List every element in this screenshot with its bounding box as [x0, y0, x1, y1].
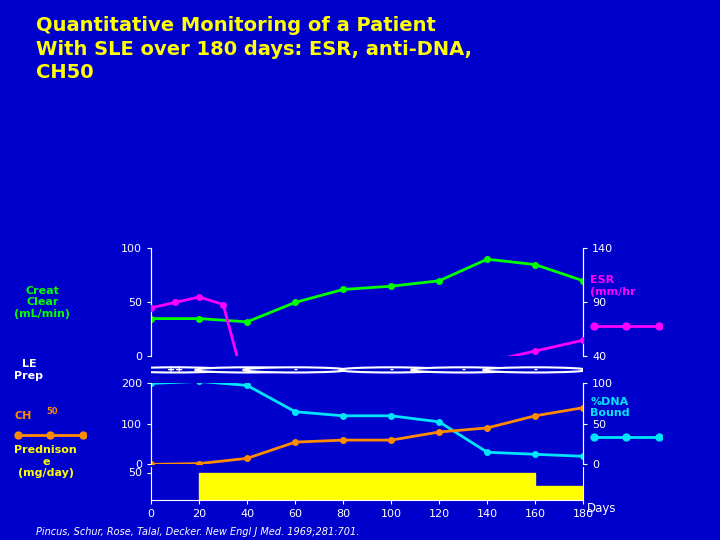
Circle shape: [243, 367, 347, 373]
Text: %DNA
Bound: %DNA Bound: [590, 397, 630, 418]
Text: LE
Prep: LE Prep: [14, 359, 43, 381]
Text: CH: CH: [14, 411, 32, 421]
Text: Creat
Clear
(mL/min): Creat Clear (mL/min): [14, 286, 71, 319]
Bar: [535, 486, 583, 500]
Text: -: -: [534, 365, 537, 375]
Circle shape: [339, 367, 443, 373]
Bar: [199, 472, 223, 500]
Circle shape: [411, 367, 515, 373]
Text: Prednison
e
(mg/day): Prednison e (mg/day): [14, 445, 77, 478]
Text: ++: ++: [167, 365, 184, 375]
Text: -: -: [246, 365, 249, 375]
Text: Days: Days: [587, 502, 616, 515]
Circle shape: [195, 367, 299, 373]
Text: -: -: [293, 365, 297, 375]
Circle shape: [123, 367, 227, 373]
Text: Quantitative Monitoring of a Patient
With SLE over 180 days: ESR, anti-DNA,
CH50: Quantitative Monitoring of a Patient Wit…: [36, 16, 472, 82]
Bar: [223, 472, 487, 500]
Text: ESR
(mm/hr: ESR (mm/hr: [590, 275, 636, 297]
Bar: [487, 472, 535, 500]
Text: -: -: [462, 365, 465, 375]
Text: 50: 50: [47, 407, 58, 416]
Text: -: -: [390, 365, 393, 375]
Text: Pincus, Schur, Rose, Talal, Decker. New Engl J Med. 1969;281:701.: Pincus, Schur, Rose, Talal, Decker. New …: [36, 527, 359, 537]
Circle shape: [483, 367, 587, 373]
